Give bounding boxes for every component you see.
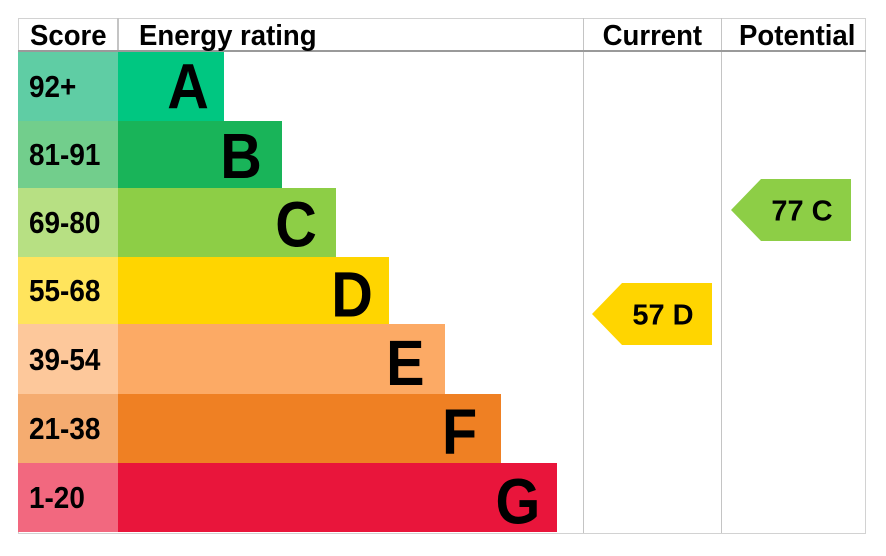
svg-text:57 D: 57 D: [632, 300, 693, 332]
svg-text:77 C: 77 C: [771, 196, 832, 228]
